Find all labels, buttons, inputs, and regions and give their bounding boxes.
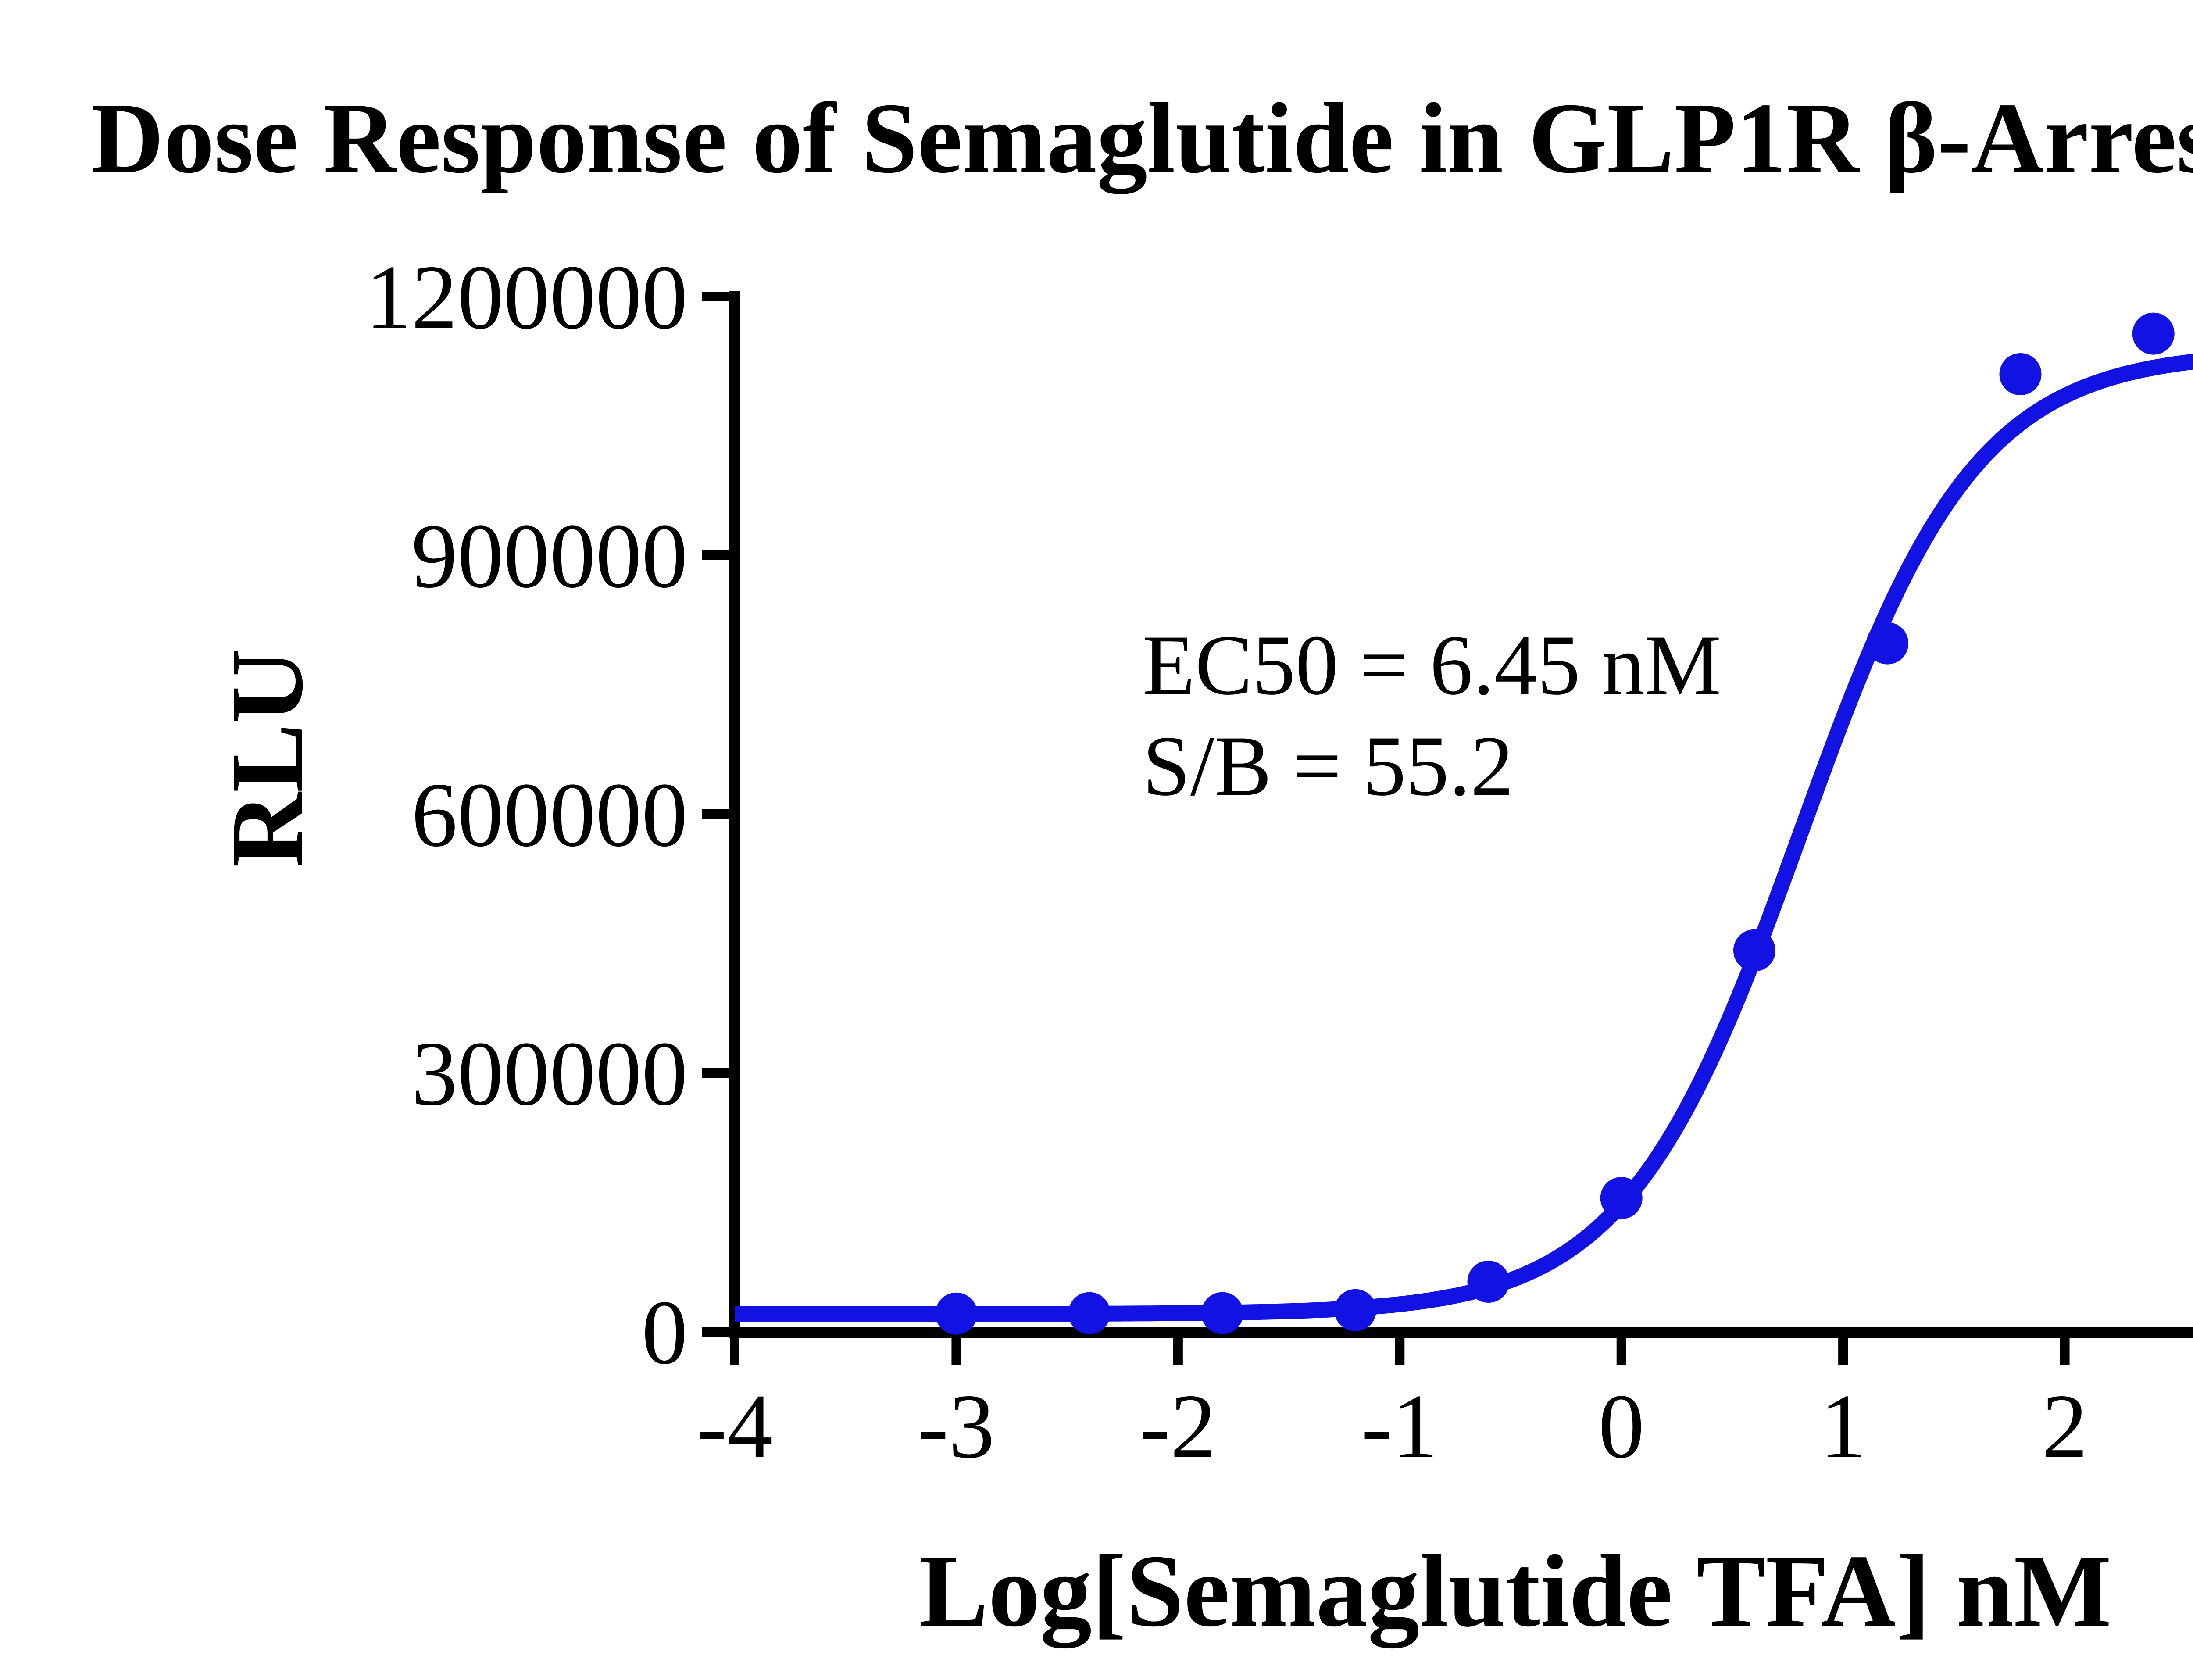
x-axis-group: -4-3-2-10123	[696, 1327, 2193, 1477]
y-axis-title: RLU	[210, 649, 325, 867]
x-tick-label: -4	[696, 1376, 773, 1477]
annotation-ec50: EC50 = 6.45 nM	[1143, 618, 1721, 713]
data-points-group	[935, 312, 2175, 1335]
data-point	[1866, 622, 1909, 665]
fit-curve	[731, 354, 2193, 1322]
annotation-sb: S/B = 55.2	[1143, 718, 1514, 814]
y-tick-label: 300000	[411, 1023, 688, 1125]
data-point	[2132, 312, 2175, 355]
chart-title: Dose Response of Semaglutide in GLP1R β-…	[91, 82, 2193, 194]
x-tick-label: 2	[2042, 1376, 2088, 1477]
data-point	[1334, 1289, 1377, 1331]
x-tick-label: -2	[1139, 1376, 1216, 1477]
x-axis-title: Log[Semaglutide TFA] nM	[919, 1534, 2111, 1648]
data-point	[1999, 353, 2042, 395]
x-tick-label: -3	[918, 1376, 995, 1477]
x-tick-label: -1	[1361, 1376, 1438, 1477]
y-tick-label: 1200000	[365, 247, 688, 348]
data-point	[1201, 1292, 1243, 1334]
y-axis-group: 0 300000 600000 900000 1200000	[365, 247, 740, 1383]
data-point	[1467, 1260, 1510, 1303]
y-tick-label: 900000	[411, 505, 688, 607]
x-tick-label: 0	[1598, 1376, 1644, 1477]
x-tick-label: 1	[1820, 1376, 1866, 1477]
data-point	[935, 1292, 978, 1335]
data-point	[1733, 929, 1775, 972]
data-point	[1068, 1292, 1111, 1334]
data-point	[1600, 1177, 1643, 1219]
y-tick-label: 600000	[411, 764, 688, 866]
y-tick-label: 0	[642, 1282, 688, 1383]
